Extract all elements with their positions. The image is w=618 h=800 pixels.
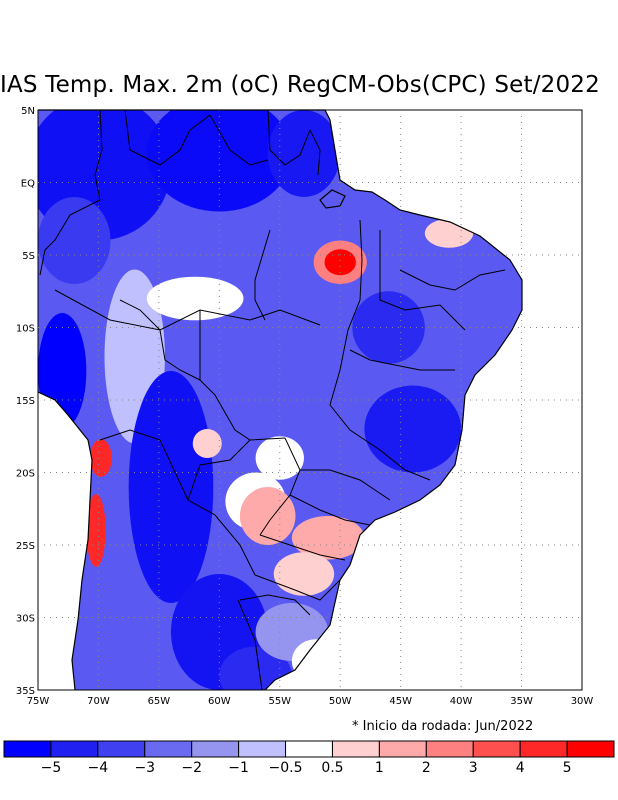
anomaly-patch [424,218,474,248]
anomaly-patch [146,110,292,212]
colorbar-label: −5 [41,760,62,776]
lon-label: 65W [148,696,171,707]
colorbar-swatch [191,740,240,758]
colorbar-swatch [3,740,52,758]
lon-label: 40W [450,696,473,707]
anomaly-patch [86,494,106,567]
colorbar-swatch [238,740,287,758]
anomaly-patch [128,371,214,603]
anomaly-field [38,110,522,690]
colorbar-label: −3 [134,760,155,776]
anomaly-patch [267,110,341,197]
colorbar-swatch [566,740,615,758]
longitude-labels: 75W 70W 65W 60W 55W 50W 45W 40W 35W 30W [27,696,594,707]
colorbar: −5 −4 −3 −2 −1 −0.5 0.5 1 2 3 4 5 [3,740,615,776]
colorbar-swatch [378,740,427,758]
colorbar-label: 2 [422,760,431,776]
colorbar-label: 1 [375,760,384,776]
colorbar-swatch [519,740,568,758]
anomaly-patch [146,276,244,321]
colorbar-label: 3 [469,760,478,776]
lon-label: 50W [329,696,352,707]
colorbar-swatch [285,740,333,758]
anomaly-patch [352,291,425,364]
anomaly-patch [219,646,292,690]
anomaly-patch [38,313,87,429]
anomaly-patch [192,429,222,458]
latitude-labels: 5N EQ 5S 10S 15S 20S 25S 30S 35S [16,106,35,697]
lon-label: 60W [208,696,231,707]
lon-label: 45W [389,696,412,707]
anomaly-patch [291,516,365,560]
anomaly-patch [89,439,112,477]
colorbar-swatch [472,740,521,758]
colorbar-swatch [425,740,474,758]
country-borders [39,109,506,691]
colorbar-swatch [97,740,146,758]
lon-label: 75W [27,696,50,707]
lat-label: 30S [16,614,35,625]
lat-label: 10S [16,324,35,335]
lat-label: 35S [16,686,35,697]
colorbar-label: 4 [516,760,525,776]
coastline [37,109,523,691]
lat-label: 5N [21,106,35,117]
lat-label: 25S [16,541,35,552]
anomaly-patch [291,639,341,683]
lon-label: 70W [87,696,110,707]
lat-label: EQ [21,179,35,190]
colorbar-swatch [50,740,99,758]
lon-label: 35W [510,696,533,707]
anomaly-patch [324,249,356,276]
lon-label: 30W [571,696,594,707]
colorbar-label: −2 [181,760,202,776]
anomaly-patch [255,603,329,661]
colorbar-label: 0.5 [321,760,343,776]
anomaly-patch [239,487,296,545]
map-title: IAS Temp. Max. 2m (oC) RegCM-Obs(CPC) Se… [0,72,600,98]
colorbar-swatch [331,740,380,758]
anomaly-patch [364,385,462,473]
anomaly-patch [38,197,111,284]
colorbar-label: 5 [563,760,572,776]
colorbar-swatch [144,740,193,758]
lon-label: 55W [268,696,291,707]
colorbar-label: −1 [228,760,249,776]
anomaly-patch [273,552,335,596]
lat-label: 20S [16,469,35,480]
graticule [38,110,582,690]
colorbar-label: −0.5 [269,760,303,776]
lat-label: 15S [16,396,35,407]
colorbar-label: −4 [88,760,109,776]
run-start-note: * Inicio da rodada: Jun/2022 [352,719,534,734]
lat-label: 5S [22,251,35,262]
